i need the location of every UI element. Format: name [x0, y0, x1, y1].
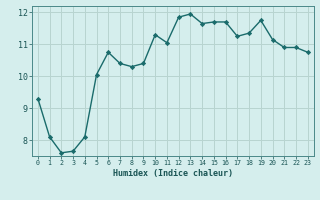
X-axis label: Humidex (Indice chaleur): Humidex (Indice chaleur) [113, 169, 233, 178]
